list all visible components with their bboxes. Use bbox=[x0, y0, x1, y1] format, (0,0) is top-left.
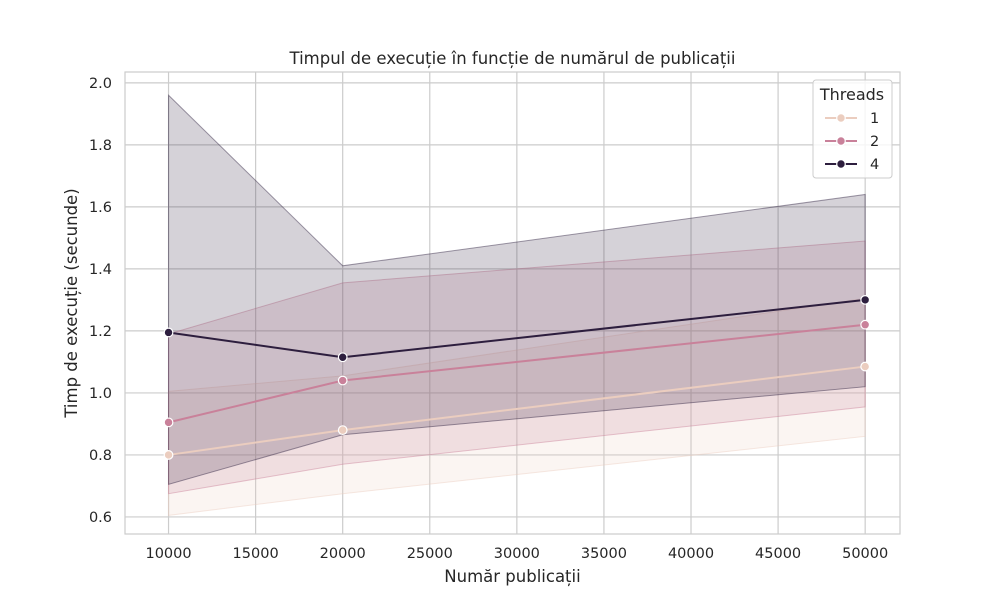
legend-marker-2 bbox=[836, 136, 846, 146]
legend-title: Threads bbox=[819, 85, 884, 104]
legend-marker-1 bbox=[836, 113, 846, 123]
y-tick-label: 0.6 bbox=[89, 510, 112, 526]
y-tick-label: 1.4 bbox=[89, 262, 112, 278]
legend-item-1: 1 bbox=[825, 111, 879, 127]
legend-item-2: 2 bbox=[825, 134, 879, 150]
legend-label-2: 2 bbox=[870, 134, 879, 150]
x-tick-label: 15000 bbox=[233, 546, 279, 562]
chart-title: Timpul de execuție în funcție de numărul… bbox=[289, 49, 736, 68]
point-series-2 bbox=[337, 375, 348, 386]
legend-box bbox=[812, 79, 893, 179]
y-tick-label: 1.8 bbox=[89, 138, 112, 154]
point-series-4 bbox=[860, 294, 871, 305]
point-series-4 bbox=[163, 327, 174, 338]
plot-border bbox=[124, 71, 901, 535]
point-series-1 bbox=[860, 361, 871, 372]
x-tick-label: 50000 bbox=[842, 546, 888, 562]
point-series-1 bbox=[337, 425, 348, 436]
legend-items: 1 2 4 bbox=[825, 111, 879, 173]
x-tick-label: 20000 bbox=[320, 546, 366, 562]
x-tick-label: 25000 bbox=[407, 546, 453, 562]
x-tick-label: 10000 bbox=[145, 546, 191, 562]
y-tick-label: 1.6 bbox=[89, 200, 112, 216]
x-tick-label: 45000 bbox=[755, 546, 801, 562]
legend: Threads 1 2 4 bbox=[812, 79, 893, 179]
y-tick-label: 1.0 bbox=[89, 386, 112, 402]
point-series-2 bbox=[860, 319, 871, 330]
y-tick-label: 0.8 bbox=[89, 448, 112, 464]
plot-area bbox=[125, 72, 900, 534]
legend-label-4: 4 bbox=[870, 157, 879, 173]
point-series-1 bbox=[163, 450, 174, 460]
x-axis-ticks: 10000 15000 20000 25000 30000 35000 40000 45000… bbox=[145, 546, 888, 562]
y-tick-label: 1.2 bbox=[89, 324, 112, 340]
point-series-2 bbox=[163, 417, 174, 428]
legend-item-4: 4 bbox=[825, 157, 879, 173]
x-tick-label: 40000 bbox=[668, 546, 714, 562]
y-tick-label: 2.0 bbox=[89, 76, 112, 92]
point-series-4 bbox=[337, 352, 348, 363]
x-tick-label: 35000 bbox=[581, 546, 627, 562]
x-axis-label: Număr publicații bbox=[444, 567, 580, 586]
legend-label-1: 1 bbox=[870, 111, 879, 127]
x-tick-label: 30000 bbox=[494, 546, 540, 562]
y-axis-label: Timp de execuție (secunde) bbox=[62, 188, 81, 418]
y-axis-ticks: 0.6 0.8 1.0 1.2 1.4 1.6 1.8 2.0 bbox=[89, 76, 112, 526]
series-markers bbox=[163, 294, 871, 460]
legend-marker-4 bbox=[836, 159, 846, 169]
